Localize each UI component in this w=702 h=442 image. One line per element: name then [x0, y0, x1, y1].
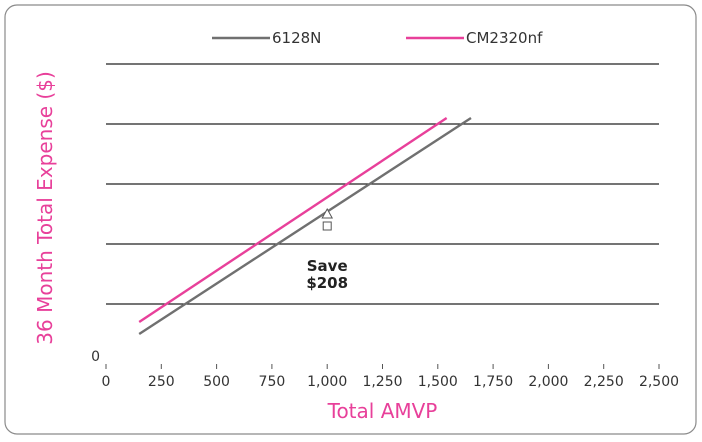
gridlines	[106, 63, 659, 305]
x-tick-label: 500	[203, 374, 230, 390]
x-tick-label: 1,750	[473, 374, 513, 390]
x-tick-label: 2,250	[584, 374, 624, 390]
series-marker-triangle	[321, 207, 334, 219]
series-marker-square	[322, 221, 332, 231]
annotation-text: Save	[307, 257, 348, 275]
x-tick-label: 250	[148, 374, 175, 390]
y-axis-title: 36 Month Total Expense ($)	[33, 71, 57, 344]
annotations: Save$208	[306, 257, 348, 292]
y-tick-label: 0	[91, 349, 100, 365]
annotation-text: $208	[306, 274, 348, 292]
x-tick-label: 1,250	[362, 374, 402, 390]
legend: 6128N CM2320nf	[212, 29, 543, 47]
legend-label: CM2320nf	[466, 29, 543, 47]
x-tick-label: 2,000	[528, 374, 568, 390]
x-tick-label: 1,000	[307, 374, 347, 390]
series-group	[138, 116, 472, 336]
x-axis-title: Total AMVP	[327, 399, 438, 423]
legend-label: 6128N	[272, 29, 321, 47]
chart-border	[4, 4, 697, 435]
series-line-6128n	[138, 116, 472, 336]
x-tick-label: 0	[102, 374, 111, 390]
series-line-cm2320nf	[138, 117, 448, 323]
x-tick-label: 750	[259, 374, 286, 390]
x-tick-label: 2,500	[639, 374, 679, 390]
x-tick-labels: 00 250 500 750 1,000 1,250 1,500 1,750 2,000 2,25…	[91, 349, 679, 390]
x-tick-label: 1,500	[418, 374, 458, 390]
